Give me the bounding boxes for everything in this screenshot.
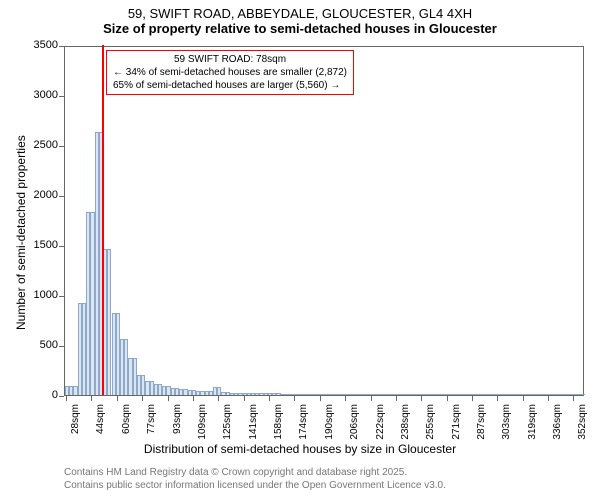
x-tick-label: 158sqm [273, 404, 284, 444]
x-tick-label: 222sqm [375, 404, 386, 444]
x-tick-label: 109sqm [197, 404, 208, 444]
x-tick-mark [320, 396, 321, 401]
x-tick-label: 319sqm [527, 404, 538, 444]
x-tick-mark [117, 396, 118, 401]
x-tick-label: 206sqm [349, 404, 360, 444]
y-tick-mark [59, 146, 64, 147]
y-tick-label: 3500 [18, 39, 58, 51]
x-tick-label: 141sqm [248, 404, 259, 444]
credits-line1: Contains HM Land Registry data © Crown c… [64, 466, 446, 479]
y-tick-mark [59, 346, 64, 347]
y-tick-label: 1000 [18, 289, 58, 301]
x-tick-label: 287sqm [476, 404, 487, 444]
x-tick-label: 238sqm [400, 404, 411, 444]
x-tick-label: 77sqm [146, 404, 157, 444]
x-tick-mark [472, 396, 473, 401]
y-tick-label: 2500 [18, 139, 58, 151]
x-tick-label: 352sqm [577, 404, 588, 444]
y-tick-mark [59, 396, 64, 397]
x-axis-label: Distribution of semi-detached houses by … [0, 442, 600, 456]
chart-container: 59, SWIFT ROAD, ABBEYDALE, GLOUCESTER, G… [0, 0, 600, 500]
x-tick-label: 271sqm [451, 404, 462, 444]
x-tick-label: 255sqm [425, 404, 436, 444]
x-tick-mark [91, 396, 92, 401]
x-tick-mark [497, 396, 498, 401]
credits: Contains HM Land Registry data © Crown c… [64, 466, 446, 492]
x-tick-label: 44sqm [95, 404, 106, 444]
y-tick-mark [59, 96, 64, 97]
histogram-bar [581, 394, 585, 395]
x-tick-mark [523, 396, 524, 401]
x-tick-label: 125sqm [222, 404, 233, 444]
x-tick-mark [218, 396, 219, 401]
property-marker-line [102, 45, 104, 395]
x-tick-mark [66, 396, 67, 401]
x-tick-label: 28sqm [70, 404, 81, 444]
plot-area [64, 46, 584, 396]
x-tick-mark [193, 396, 194, 401]
y-tick-label: 3000 [18, 89, 58, 101]
x-tick-label: 303sqm [501, 404, 512, 444]
chart-subtitle: Size of property relative to semi-detach… [0, 21, 600, 40]
x-tick-mark [573, 396, 574, 401]
info-line-property: 59 SWIFT ROAD: 78sqm [113, 53, 347, 66]
y-tick-mark [59, 46, 64, 47]
x-tick-label: 190sqm [324, 404, 335, 444]
x-tick-mark [371, 396, 372, 401]
marker-info-box: 59 SWIFT ROAD: 78sqm ← 34% of semi-detac… [106, 50, 354, 95]
x-tick-label: 60sqm [121, 404, 132, 444]
x-tick-label: 174sqm [298, 404, 309, 444]
y-tick-label: 500 [18, 339, 58, 351]
x-tick-mark [244, 396, 245, 401]
x-tick-label: 336sqm [552, 404, 563, 444]
x-tick-mark [294, 396, 295, 401]
y-tick-mark [59, 246, 64, 247]
x-tick-mark [142, 396, 143, 401]
x-tick-mark [421, 396, 422, 401]
y-tick-label: 1500 [18, 239, 58, 251]
x-tick-label: 93sqm [172, 404, 183, 444]
y-tick-mark [59, 296, 64, 297]
x-tick-mark [396, 396, 397, 401]
x-tick-mark [168, 396, 169, 401]
y-tick-label: 0 [18, 389, 58, 401]
x-tick-mark [345, 396, 346, 401]
x-tick-mark [269, 396, 270, 401]
chart-title: 59, SWIFT ROAD, ABBEYDALE, GLOUCESTER, G… [0, 0, 600, 21]
credits-line2: Contains public sector information licen… [64, 479, 446, 492]
x-tick-mark [447, 396, 448, 401]
y-tick-mark [59, 196, 64, 197]
info-line-smaller: ← 34% of semi-detached houses are smalle… [113, 66, 347, 79]
x-tick-mark [548, 396, 549, 401]
info-line-larger: 65% of semi-detached houses are larger (… [113, 79, 347, 92]
y-tick-label: 2000 [18, 189, 58, 201]
